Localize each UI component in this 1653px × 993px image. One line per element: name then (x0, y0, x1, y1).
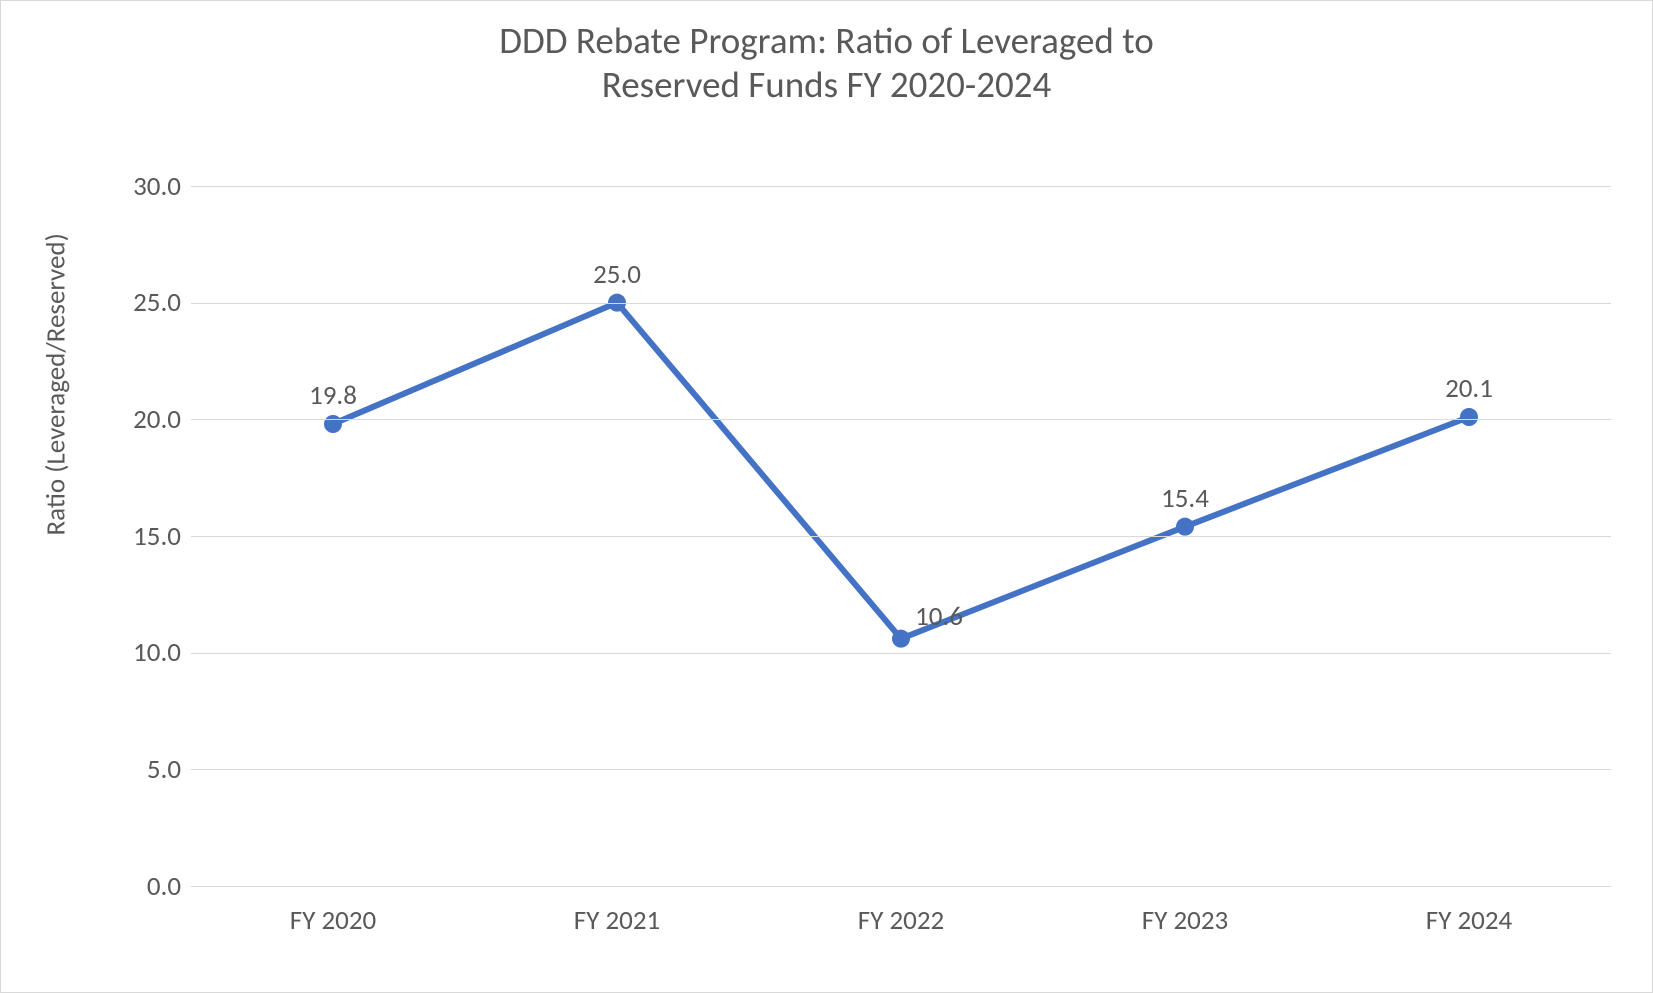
x-tick-label: FY 2023 (1142, 904, 1228, 937)
chart-container: DDD Rebate Program: Ratio of Leveraged t… (0, 0, 1653, 993)
x-tick-label: FY 2024 (1426, 904, 1512, 937)
y-tick-label: 20.0 (111, 403, 181, 436)
data-label: 25.0 (593, 258, 641, 291)
x-tick-label: FY 2022 (858, 904, 944, 937)
plot-area (191, 186, 1611, 886)
y-tick-label: 5.0 (111, 753, 181, 786)
data-label: 10.6 (915, 600, 963, 633)
gridline (191, 303, 1611, 304)
series-line (333, 303, 1469, 639)
y-tick-label: 25.0 (111, 286, 181, 319)
x-tick-label: FY 2021 (574, 904, 660, 937)
data-label: 20.1 (1445, 372, 1493, 405)
gridline (191, 186, 1611, 187)
data-marker (1176, 518, 1194, 536)
gridline (191, 886, 1611, 887)
x-tick-label: FY 2020 (290, 904, 376, 937)
y-tick-label: 30.0 (111, 170, 181, 203)
y-tick-label: 15.0 (111, 520, 181, 553)
chart-title-line2: Reserved Funds FY 2020-2024 (1, 63, 1652, 107)
chart-title-line1: DDD Rebate Program: Ratio of Leveraged t… (1, 19, 1652, 63)
data-label: 15.4 (1161, 482, 1209, 515)
gridline (191, 653, 1611, 654)
y-tick-label: 10.0 (111, 636, 181, 669)
data-marker (892, 630, 910, 648)
gridline (191, 419, 1611, 420)
y-tick-label: 0.0 (111, 870, 181, 903)
data-marker (324, 415, 342, 433)
data-label: 19.8 (309, 379, 357, 412)
gridline (191, 536, 1611, 537)
data-marker (1460, 408, 1478, 426)
chart-title: DDD Rebate Program: Ratio of Leveraged t… (1, 19, 1652, 108)
gridline (191, 769, 1611, 770)
